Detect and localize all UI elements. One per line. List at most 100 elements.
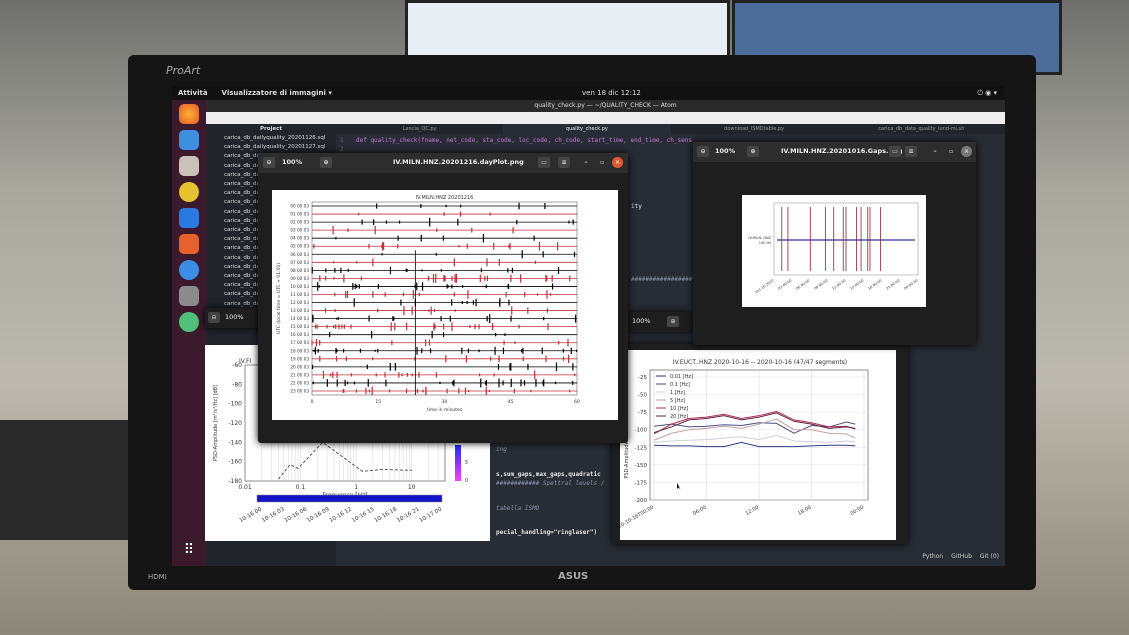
gaps-image: IV.MILN..HNZ 100 Hz Oct 16 2020 03:00:00 06:…	[742, 195, 926, 307]
window-title: IV.MILN.HNZ.20201016.Gaps.png	[781, 147, 903, 155]
y-axis-label: UTC (local time = UTC + 01:00)	[276, 263, 282, 334]
file-item[interactable]: carica_db_da	[224, 236, 260, 243]
zoom-in-icon[interactable]: ⊕	[320, 157, 332, 168]
software-icon[interactable]	[179, 234, 199, 254]
github-status[interactable]: GitHub	[951, 553, 972, 560]
activities-button[interactable]: Attività	[178, 89, 208, 97]
x-tick-label: 06:00:00	[795, 279, 810, 291]
tab-carica-db[interactable]: carica_db_data_quality_lund-mi.sh	[878, 126, 965, 132]
row-label: 06 00 03	[290, 252, 309, 257]
file-item[interactable]: carica_db_da	[224, 245, 260, 252]
psd-time-chart: IV.EUCT..HNZ 2020-10-16 -- 2020-10-16 (4…	[612, 359, 869, 533]
file-item[interactable]: carica_db_da	[224, 171, 260, 178]
gallery-icon[interactable]: ▭	[538, 157, 550, 168]
file-item[interactable]: carica_db_da	[224, 300, 260, 307]
file-item[interactable]: carica_db_da	[224, 217, 260, 224]
zoom-in-icon[interactable]: ⊕	[667, 316, 679, 327]
maximize-button[interactable]: ▫	[948, 148, 954, 155]
gallery-icon[interactable]: ▭	[889, 146, 901, 157]
x-tick-label: 00:00	[850, 505, 865, 517]
menu-icon[interactable]: ≡	[558, 157, 570, 168]
file-item[interactable]: carica_db_da	[224, 291, 260, 298]
writer-icon[interactable]	[179, 208, 199, 228]
tab-download-ismd[interactable]: download_ISMDtable.py	[724, 126, 785, 132]
atom-title: quality_check.py — ~/QUALITY_CHECK — Ato…	[206, 100, 1005, 112]
image-viewer-icon[interactable]	[179, 286, 199, 306]
firefox-icon[interactable]	[179, 104, 199, 124]
file-item[interactable]: carica_db_da	[224, 227, 260, 234]
row-label: 05 00 03	[290, 244, 309, 249]
zoom-out-icon[interactable]: ⊖	[208, 312, 220, 323]
zoom-level[interactable]: 100%	[632, 317, 651, 325]
close-button[interactable]: ×	[961, 146, 972, 157]
file-item[interactable]: carica_db_da	[224, 153, 260, 160]
trace-events	[311, 266, 560, 275]
x-tick-label: 10	[408, 484, 416, 491]
trace-events	[376, 202, 546, 210]
tab-quality-check[interactable]: quality_check.py	[503, 124, 671, 134]
dayplot-viewer-window: ⊖ 100% ⊕ IV.MILN.HNZ.20201216.dayPlot.pn…	[258, 153, 628, 443]
show-apps-icon[interactable]: ⠿	[183, 542, 195, 558]
file-item[interactable]: carica_db_da	[224, 199, 260, 206]
zoom-level[interactable]: 100%	[225, 313, 244, 321]
top-bar: Attività Visualizzatore di immagini ▾ ve…	[172, 86, 1005, 100]
plot-frame	[311, 201, 578, 396]
file-item[interactable]: carica_db_da	[224, 282, 260, 289]
file-item[interactable]: carica_db_da	[224, 254, 260, 261]
file-item[interactable]: carica_db_da	[224, 263, 260, 270]
zoom-out-icon[interactable]: ⊖	[263, 157, 275, 168]
y-tick-label: -80	[232, 381, 242, 388]
close-button[interactable]: ×	[612, 157, 623, 168]
y-tick-label: -100	[228, 401, 242, 408]
file-item[interactable]: carica_db_da	[224, 162, 260, 169]
legend-label: 20 [Hz]	[670, 414, 688, 420]
code-line[interactable]: def quality_check(fname, net_code, sta_c…	[356, 137, 692, 144]
x-tick-label: 0.01	[238, 484, 252, 491]
menu-icon[interactable]: ≡	[905, 146, 917, 157]
x-tick-label: 18:00	[797, 505, 812, 517]
file-item[interactable]: carica_db_dailyquality_20201126.sql	[224, 135, 326, 141]
files-icon[interactable]	[179, 156, 199, 176]
app-menu[interactable]: Visualizzatore di immagini ▾	[221, 89, 332, 97]
row-label: 10 00 03	[290, 284, 309, 289]
file-item[interactable]: carica_db_da	[224, 181, 260, 188]
file-item[interactable]: carica_db_da	[224, 273, 260, 280]
code-fragment: pecial_handling="ringlaser")	[496, 529, 598, 536]
maximize-button[interactable]: ▫	[599, 159, 605, 166]
tab-lancia-qc[interactable]: Lancia_QC.py	[402, 126, 437, 132]
row-label: 22 00 03	[290, 380, 309, 385]
trace-events	[342, 386, 571, 396]
file-item[interactable]: carica_db_da	[224, 208, 260, 215]
file-item[interactable]: carica_db_da	[224, 190, 260, 197]
series-line	[653, 418, 856, 441]
dock: ⠿	[172, 100, 206, 566]
minimize-button[interactable]: –	[584, 159, 588, 166]
code-fragment: ity	[631, 203, 642, 210]
row-label: 23 00 03	[290, 388, 309, 393]
update-icon[interactable]	[179, 312, 199, 332]
row-label: 12 00 03	[290, 300, 309, 305]
colorbar-tick: 0	[465, 478, 468, 484]
system-tray-icons[interactable]: ⏻ ◉ ▾	[977, 88, 997, 97]
row-label: 01 00 03	[290, 212, 309, 217]
x-tick-label: 21:00:00	[885, 279, 900, 291]
row-label: 21 00 03	[290, 372, 309, 377]
file-item[interactable]: carica_db_dailyquality_20201127.sql	[224, 144, 326, 151]
x-tick-label: 60	[574, 399, 580, 405]
zoom-in-icon[interactable]: ⊕	[747, 146, 759, 157]
x-tick-label: 15:00:00	[849, 279, 864, 291]
minimize-button[interactable]: –	[933, 148, 937, 155]
help-icon[interactable]	[179, 260, 199, 280]
time-tick-label: 10-16 03	[261, 506, 286, 524]
grammar-status[interactable]: Python	[922, 553, 944, 560]
rhythmbox-icon[interactable]	[179, 182, 199, 202]
clock[interactable]: ven 18 dic 12:12	[582, 89, 641, 97]
thunderbird-icon[interactable]	[179, 130, 199, 150]
zoom-level[interactable]: 100%	[282, 158, 303, 166]
gaps-viewer-window: ⊖ 100% ⊕ IV.MILN.HNZ.20201016.Gaps.png ▭…	[693, 142, 976, 345]
zoom-out-icon[interactable]: ⊖	[697, 146, 709, 157]
git-status[interactable]: Git (0)	[979, 553, 999, 560]
zoom-level[interactable]: 100%	[715, 147, 736, 155]
